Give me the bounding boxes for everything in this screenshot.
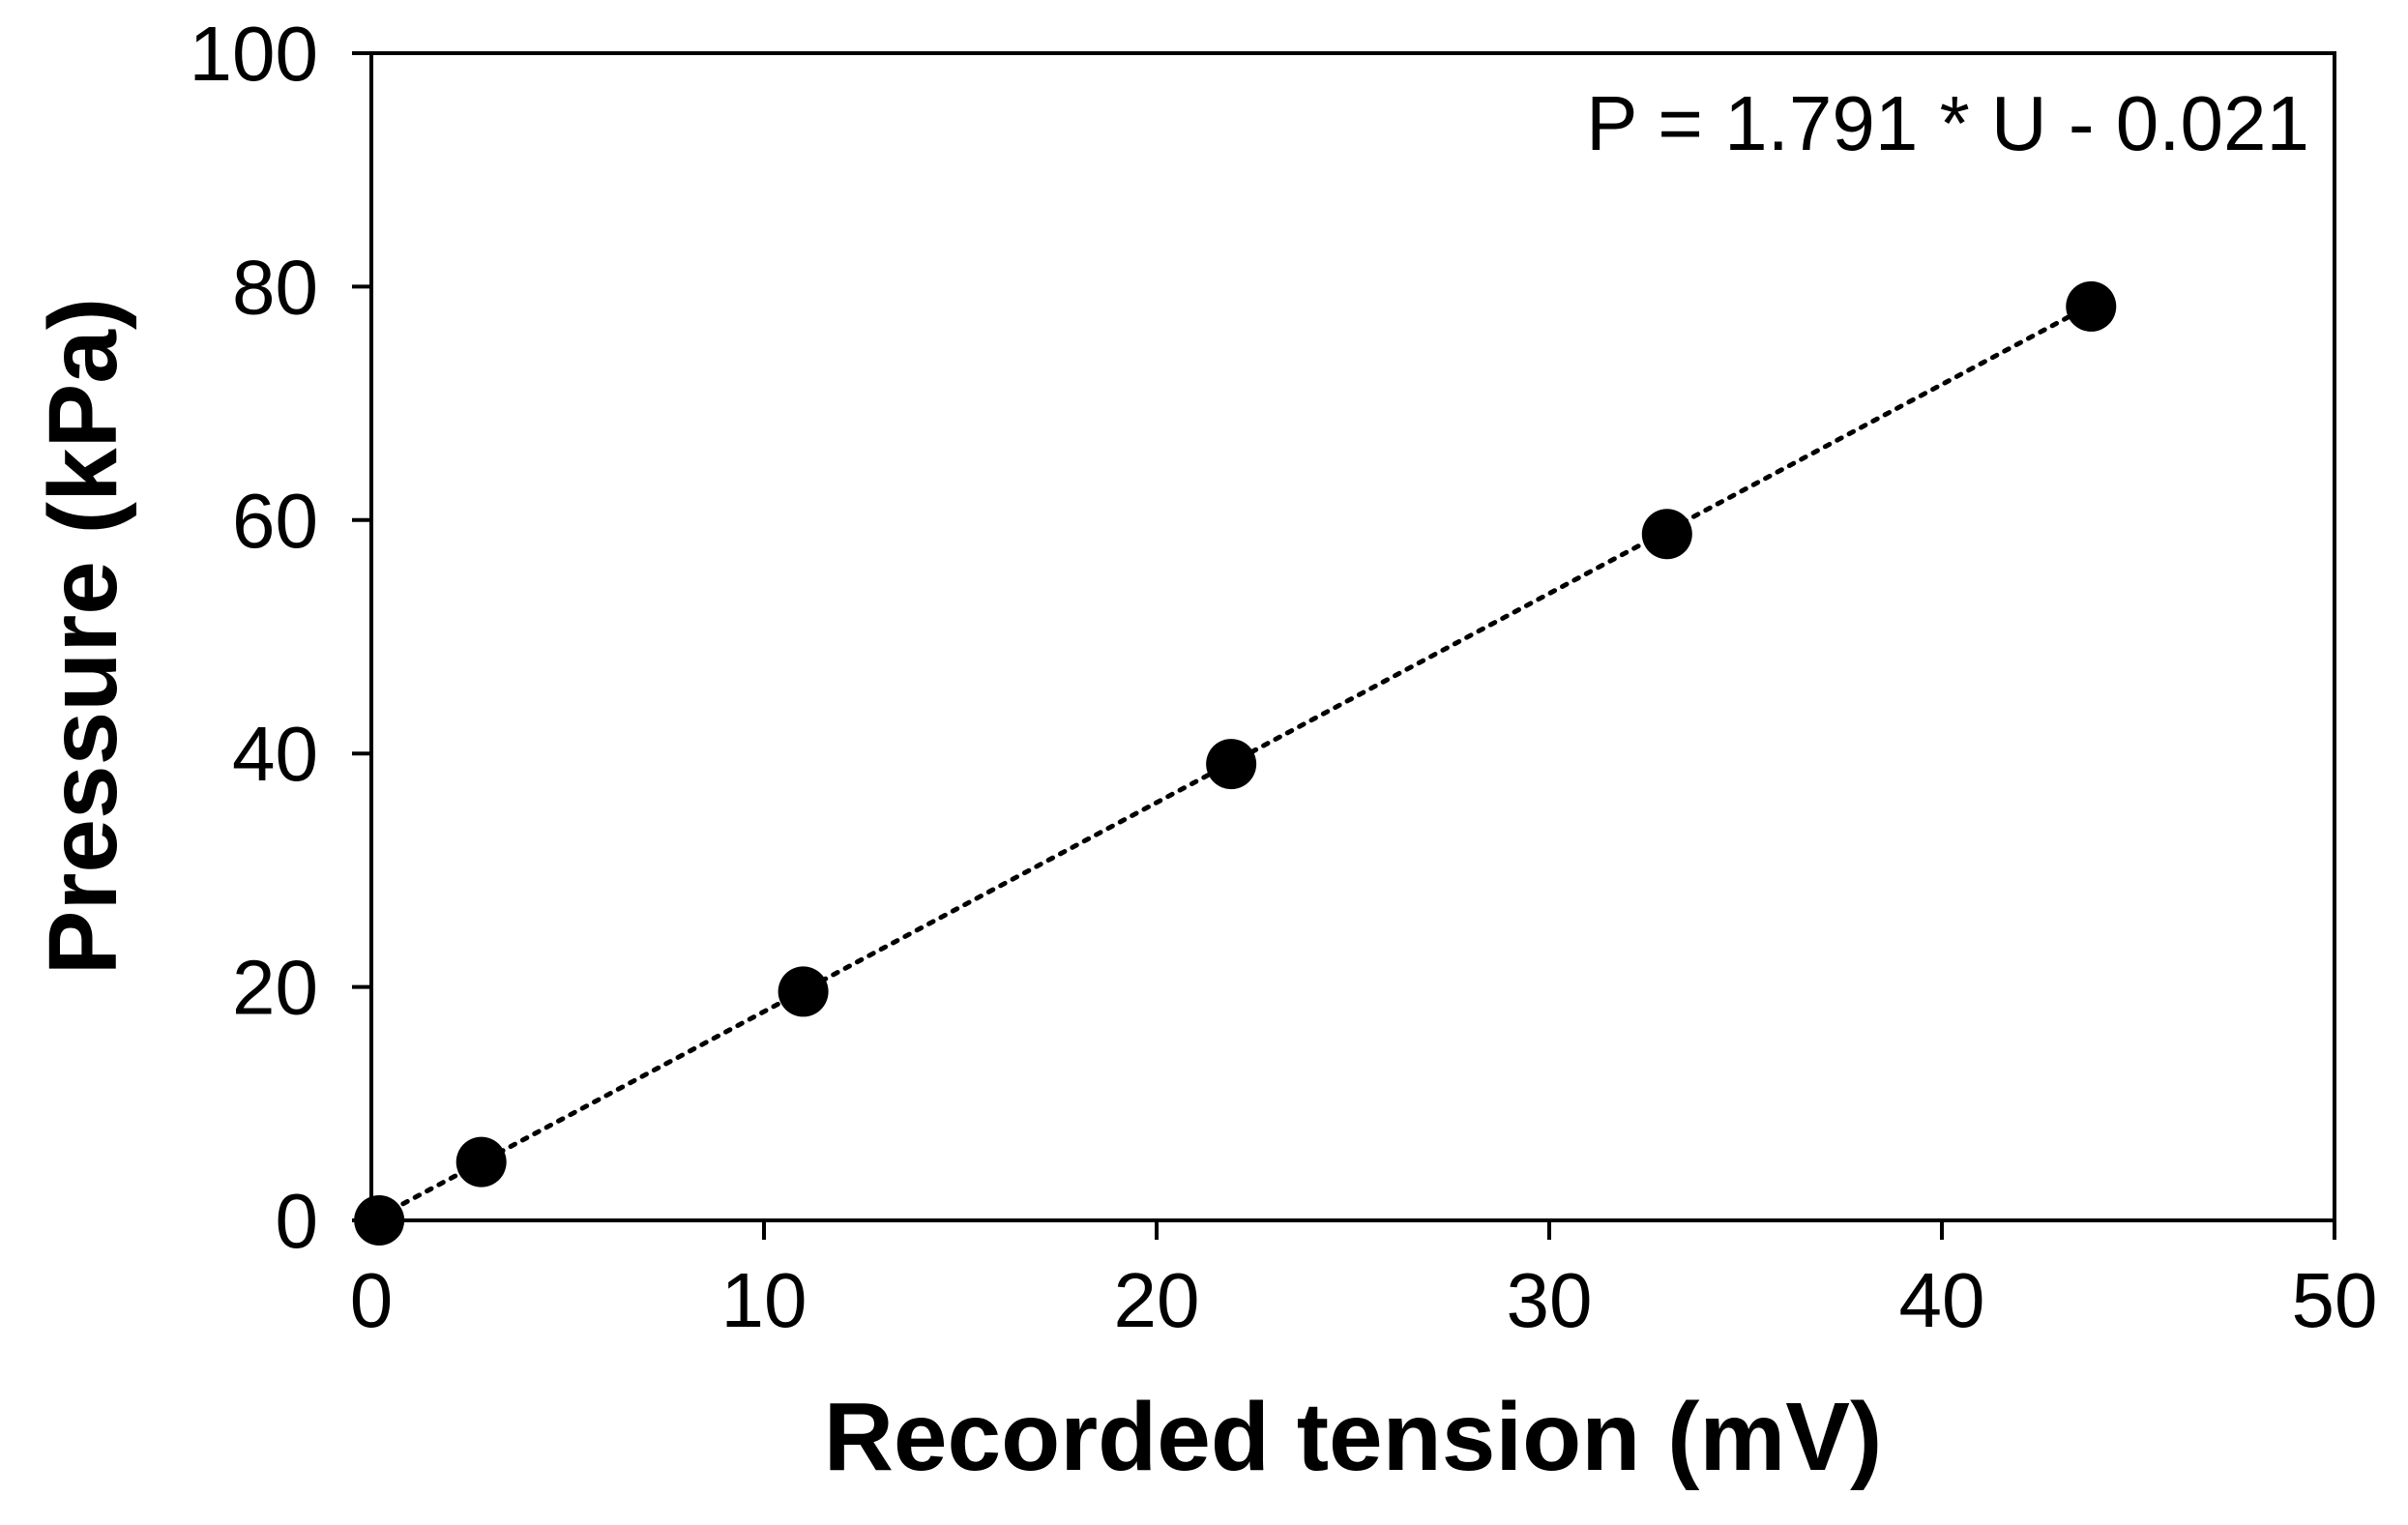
y-tick-label: 100 xyxy=(190,11,318,97)
data-point xyxy=(354,1195,405,1246)
y-axis-ticks: 0 20 40 60 80 100 xyxy=(190,11,371,1264)
x-tick-label: 30 xyxy=(1507,1257,1593,1343)
trendline xyxy=(376,302,2094,1219)
data-points xyxy=(354,280,2117,1246)
x-axis-ticks: 0 10 20 30 40 50 xyxy=(350,1220,2378,1343)
data-point xyxy=(1206,739,1257,790)
y-tick-label: 0 xyxy=(276,1178,319,1264)
equation-annotation: P = 1.791 * U - 0.021 xyxy=(1586,80,2309,166)
x-tick-label: 40 xyxy=(1899,1257,1985,1343)
data-point xyxy=(1641,509,1692,560)
data-point xyxy=(778,966,829,1017)
y-tick-label: 80 xyxy=(232,244,318,330)
data-point xyxy=(2066,280,2117,332)
y-tick-label: 40 xyxy=(232,711,318,797)
x-tick-label: 0 xyxy=(350,1257,394,1343)
x-tick-label: 10 xyxy=(721,1257,808,1343)
y-tick-label: 60 xyxy=(232,478,318,564)
y-tick-label: 20 xyxy=(232,945,318,1031)
x-tick-label: 50 xyxy=(2292,1257,2378,1343)
y-axis-title: Pressure (kPa) xyxy=(29,298,137,975)
x-axis-title: Recorded tension (mV) xyxy=(824,1383,1883,1491)
trendline-group xyxy=(376,302,2094,1219)
data-point xyxy=(455,1136,507,1188)
x-tick-label: 20 xyxy=(1114,1257,1200,1343)
plot-frame xyxy=(369,51,2336,1222)
